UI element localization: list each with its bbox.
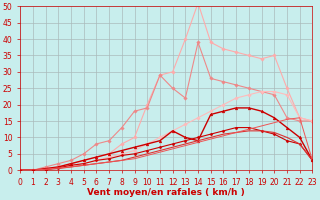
X-axis label: Vent moyen/en rafales ( km/h ): Vent moyen/en rafales ( km/h ) — [87, 188, 245, 197]
